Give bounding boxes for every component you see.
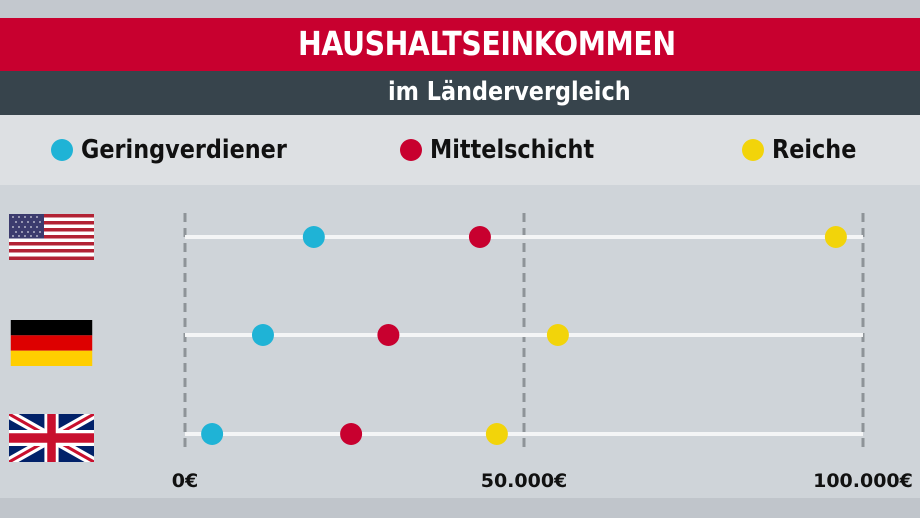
legend-label: Geringverdiener (81, 135, 287, 165)
data-point-geringverdiener (201, 423, 224, 445)
bottom-strip (0, 498, 920, 518)
legend-dot-red (400, 139, 422, 161)
dot-plot: 0€ 50.000€ 100.000€ (172, 213, 913, 492)
title-band (0, 18, 920, 71)
us-flag-icon (9, 214, 94, 260)
x-tick-label: 50.000€ (481, 470, 568, 492)
top-strip (0, 0, 920, 18)
legend: Geringverdiener Mittelschicht Reiche (0, 115, 920, 185)
data-point-reiche (485, 423, 508, 445)
de-flag-icon (10, 320, 93, 366)
legend-dot-yellow (742, 139, 764, 161)
uk-flag-icon (9, 414, 94, 462)
data-point-geringverdiener (251, 324, 274, 346)
data-point-reiche (546, 324, 569, 346)
x-tick-label: 0€ (172, 470, 198, 492)
data-point-mittelschicht (340, 423, 363, 445)
legend-label: Mittelschicht (430, 135, 595, 165)
legend-dot-cyan (51, 139, 73, 161)
legend-item-reiche: Reiche (742, 135, 870, 165)
data-point-reiche (824, 226, 847, 248)
data-point-mittelschicht (468, 226, 491, 248)
chart-subtitle: im Ländervergleich (388, 77, 631, 107)
legend-item-geringverdiener: Geringverdiener (51, 135, 320, 165)
data-point-mittelschicht (377, 324, 400, 346)
x-tick-label: 100.000€ (813, 470, 913, 492)
subtitle-band (0, 71, 920, 115)
chart-title: HAUSHALTSEINKOMMEN (298, 24, 676, 63)
legend-item-mittelschicht: Mittelschicht (400, 135, 621, 165)
legend-label: Reiche (772, 135, 857, 165)
data-point-geringverdiener (302, 226, 325, 248)
